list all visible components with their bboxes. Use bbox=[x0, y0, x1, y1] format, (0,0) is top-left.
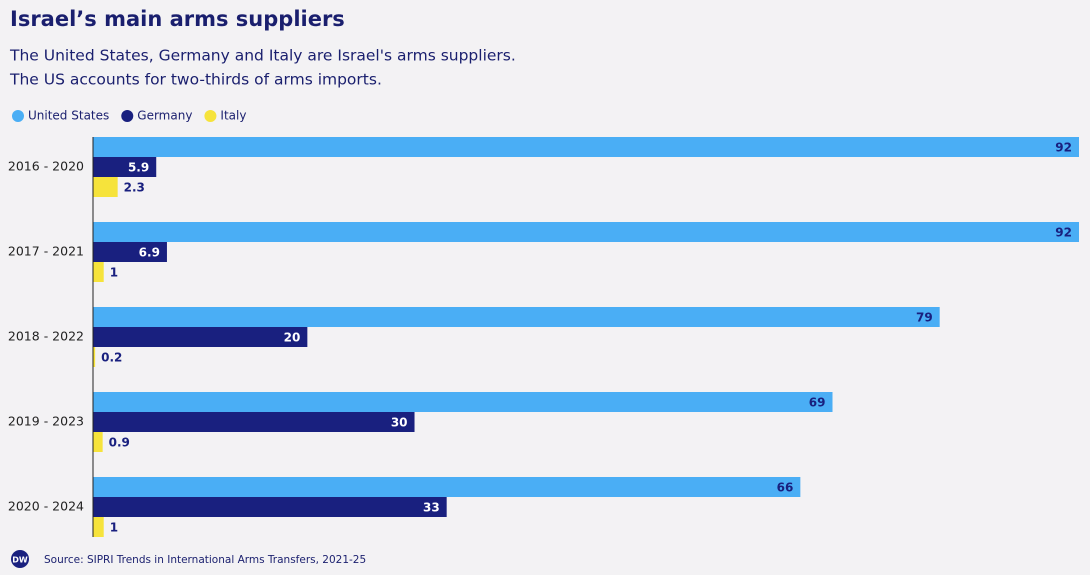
bar bbox=[93, 347, 96, 367]
bar bbox=[93, 157, 157, 177]
bar bbox=[93, 222, 1079, 242]
value-label: 2.3 bbox=[124, 181, 145, 195]
legend-swatch bbox=[121, 110, 134, 122]
value-label: 92 bbox=[1055, 226, 1072, 240]
value-label: 30 bbox=[391, 416, 408, 430]
legend-label: Italy bbox=[220, 109, 246, 123]
bar bbox=[93, 307, 940, 327]
logo-text: DW bbox=[12, 556, 28, 565]
bar bbox=[93, 412, 415, 432]
bar bbox=[93, 242, 167, 262]
value-label: 20 bbox=[284, 331, 301, 345]
value-label: 69 bbox=[809, 396, 826, 410]
subtitle: The United States, Germany and Italy are… bbox=[9, 47, 516, 65]
value-label: 0.9 bbox=[109, 436, 130, 450]
legend-label: United States bbox=[28, 109, 109, 123]
value-label: 66 bbox=[777, 481, 794, 495]
y-tick-label: 2018 - 2022 bbox=[8, 329, 84, 344]
value-label: 1 bbox=[110, 266, 118, 280]
bar bbox=[93, 327, 308, 347]
bar bbox=[93, 432, 103, 452]
y-tick-label: 2017 - 2021 bbox=[8, 244, 84, 259]
source: Source: SIPRI Trends in International Ar… bbox=[44, 554, 366, 566]
bar bbox=[93, 477, 801, 497]
logo bbox=[11, 550, 29, 568]
value-label: 92 bbox=[1055, 141, 1072, 155]
value-label: 0.2 bbox=[101, 351, 122, 365]
bar bbox=[93, 137, 1079, 157]
legend-swatch bbox=[12, 110, 24, 122]
value-label: 5.9 bbox=[128, 161, 149, 175]
value-label: 79 bbox=[916, 311, 933, 325]
bar bbox=[93, 517, 104, 537]
chart-title: Israel’s main arms suppliers bbox=[10, 7, 345, 31]
bar bbox=[93, 262, 104, 282]
y-tick-label: 2020 - 2024 bbox=[8, 499, 84, 514]
y-tick-label: 2016 - 2020 bbox=[8, 159, 84, 174]
value-label: 6.9 bbox=[139, 246, 160, 260]
legend-label: Germany bbox=[137, 109, 192, 123]
legend-swatch bbox=[204, 110, 217, 122]
subtitle: The US accounts for two-thirds of arms i… bbox=[9, 71, 382, 89]
value-label: 33 bbox=[423, 501, 440, 515]
value-label: 1 bbox=[110, 521, 118, 535]
bar bbox=[93, 177, 118, 197]
y-tick-label: 2019 - 2023 bbox=[8, 414, 84, 429]
bar bbox=[93, 392, 833, 412]
bar bbox=[93, 497, 447, 517]
